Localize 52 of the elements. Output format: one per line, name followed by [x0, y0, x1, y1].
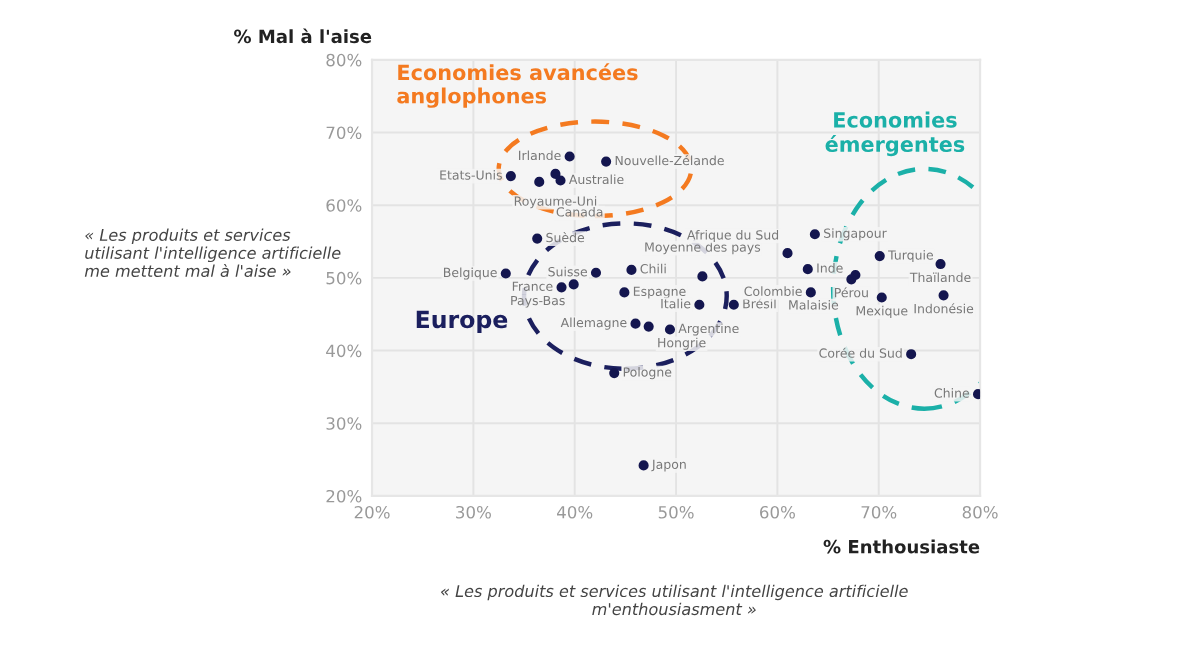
point — [619, 287, 630, 298]
point — [876, 292, 887, 303]
point — [532, 233, 543, 244]
point — [802, 264, 813, 275]
y-tick-label: 60% — [326, 199, 362, 212]
annotation: Europe — [416, 310, 508, 333]
point — [609, 368, 620, 379]
point — [550, 168, 561, 179]
point — [638, 460, 649, 471]
point — [626, 264, 637, 275]
annotation: Economies émergentes — [825, 111, 965, 157]
point — [972, 389, 981, 400]
x-tick-label: 70% — [861, 505, 897, 519]
y-tick-label: 30% — [326, 417, 362, 430]
x-tick-label: 20% — [354, 505, 390, 519]
y-tick-label: 80% — [326, 53, 362, 67]
point — [782, 248, 793, 259]
y-axis-title: % Mal à l'aise — [234, 28, 372, 44]
x-tick-label: 50% — [658, 505, 694, 519]
point — [601, 156, 612, 167]
point — [590, 267, 602, 278]
point — [728, 299, 739, 310]
point — [938, 290, 949, 301]
text: « Les produits et services utilisant l'intelligence artificielle m'enthousiasment » — [441, 584, 908, 616]
x-tick-label: 30% — [456, 505, 491, 519]
annotation: Economies avancées anglophones — [397, 63, 638, 108]
y-tick-label: 20% — [326, 489, 362, 503]
point — [697, 271, 708, 282]
point — [630, 318, 641, 329]
point — [534, 176, 545, 187]
y-tick-label: 70% — [326, 126, 362, 140]
point — [874, 251, 885, 262]
point — [664, 324, 676, 335]
point — [935, 259, 946, 270]
x-tick-label: 40% — [557, 505, 593, 519]
point — [906, 349, 917, 360]
x-tick-label: 60% — [760, 505, 795, 519]
point — [568, 279, 579, 290]
point — [555, 175, 566, 186]
point — [809, 229, 820, 240]
point — [643, 321, 654, 332]
point — [694, 299, 705, 310]
y-tick-label: 40% — [326, 344, 362, 358]
x-tick-label: 80% — [962, 505, 998, 519]
x-axis-title: % Enthousiaste — [823, 539, 980, 554]
point — [505, 171, 516, 182]
y-tick-label: 50% — [326, 271, 362, 285]
point — [500, 268, 511, 279]
point — [564, 151, 575, 162]
point — [805, 287, 816, 298]
point — [556, 282, 567, 293]
point — [846, 274, 857, 285]
